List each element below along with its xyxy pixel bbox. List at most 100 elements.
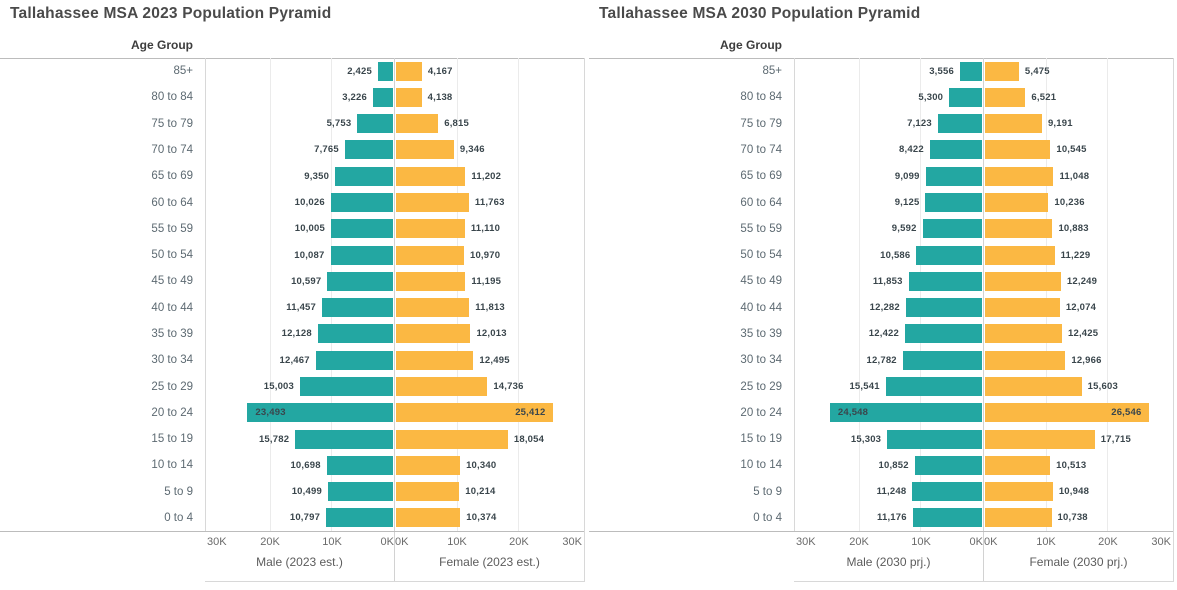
female-bar[interactable] bbox=[985, 429, 1095, 449]
male-bar[interactable] bbox=[905, 298, 982, 318]
female-bar[interactable] bbox=[396, 114, 439, 134]
male-bar[interactable] bbox=[373, 87, 393, 107]
male-bar[interactable] bbox=[322, 298, 393, 318]
male-panel: 10,597 bbox=[205, 268, 394, 295]
female-bar[interactable] bbox=[985, 114, 1042, 134]
male-bar[interactable] bbox=[327, 271, 393, 291]
female-bar[interactable] bbox=[396, 193, 469, 213]
female-bar[interactable] bbox=[396, 429, 508, 449]
male-bar[interactable] bbox=[344, 140, 393, 160]
age-group-label: 85+ bbox=[762, 65, 782, 78]
female-panel: 11,110 bbox=[395, 215, 584, 242]
pyramid-row: 40 to 44 11,457 11,813 bbox=[0, 294, 584, 321]
male-bar[interactable] bbox=[916, 245, 982, 265]
pyramid-row: 0 to 4 11,176 10,738 bbox=[589, 504, 1173, 532]
female-bar[interactable]: 25,412 bbox=[396, 403, 554, 423]
chart-title: Tallahassee MSA 2030 Population Pyramid bbox=[599, 5, 921, 22]
female-value-label: 11,229 bbox=[1060, 249, 1091, 261]
male-bar[interactable] bbox=[925, 193, 982, 213]
female-bar[interactable] bbox=[985, 324, 1062, 344]
female-bar[interactable] bbox=[985, 61, 1019, 81]
male-panel: 10,698 bbox=[205, 452, 394, 479]
female-bar[interactable] bbox=[396, 219, 465, 239]
pyramid-row: 45 to 49 10,597 11,195 bbox=[0, 268, 584, 295]
male-bar[interactable] bbox=[914, 455, 982, 475]
female-bar[interactable] bbox=[396, 350, 474, 370]
male-panel: 8,422 bbox=[794, 136, 983, 164]
male-bar[interactable] bbox=[902, 350, 982, 370]
female-bar[interactable] bbox=[985, 350, 1066, 370]
male-bar[interactable] bbox=[327, 482, 393, 502]
female-bar[interactable] bbox=[985, 298, 1060, 318]
age-group-label: 70 to 74 bbox=[151, 143, 193, 156]
male-bar[interactable] bbox=[330, 245, 393, 265]
male-bar[interactable] bbox=[315, 350, 393, 370]
female-bar[interactable] bbox=[985, 482, 1053, 502]
male-bar[interactable] bbox=[912, 508, 982, 528]
male-bar[interactable] bbox=[922, 219, 982, 239]
male-bar[interactable] bbox=[925, 166, 982, 186]
female-bar[interactable] bbox=[396, 140, 454, 160]
male-bar[interactable] bbox=[912, 482, 982, 502]
female-bar[interactable] bbox=[396, 166, 466, 186]
female-bar[interactable] bbox=[985, 508, 1052, 528]
male-bar[interactable] bbox=[326, 455, 393, 475]
male-bar[interactable] bbox=[887, 429, 982, 449]
female-bar[interactable] bbox=[985, 193, 1049, 213]
male-bar[interactable] bbox=[357, 114, 393, 134]
female-bar[interactable] bbox=[985, 377, 1082, 397]
female-value-label: 11,110 bbox=[470, 223, 501, 235]
female-bar[interactable] bbox=[396, 324, 471, 344]
pyramid-chart-2030: Tallahassee MSA 2030 Population Pyramid … bbox=[589, 0, 1177, 590]
female-bar[interactable] bbox=[985, 219, 1053, 239]
male-bar[interactable] bbox=[929, 140, 982, 160]
female-bar[interactable] bbox=[985, 245, 1055, 265]
male-bar[interactable] bbox=[317, 324, 393, 344]
pyramid-row: 60 to 64 10,026 11,763 bbox=[0, 189, 584, 216]
female-value-label: 12,966 bbox=[1071, 354, 1102, 366]
female-bar[interactable] bbox=[985, 455, 1051, 475]
female-bar[interactable] bbox=[985, 271, 1061, 291]
female-bar[interactable] bbox=[396, 455, 461, 475]
female-bar[interactable] bbox=[396, 271, 466, 291]
male-value-label: 11,853 bbox=[872, 275, 903, 287]
age-group-label: 80 to 84 bbox=[151, 91, 193, 104]
male-bar[interactable] bbox=[295, 429, 393, 449]
male-value-label: 10,586 bbox=[880, 249, 911, 261]
male-bar[interactable] bbox=[937, 114, 982, 134]
female-bar[interactable] bbox=[985, 87, 1026, 107]
female-bar[interactable] bbox=[396, 61, 422, 81]
male-bar[interactable] bbox=[331, 219, 393, 239]
male-bar[interactable] bbox=[335, 166, 393, 186]
male-bar[interactable]: 24,548 bbox=[829, 403, 982, 423]
female-bar[interactable] bbox=[396, 298, 470, 318]
male-bar[interactable] bbox=[377, 61, 393, 81]
axis-tick-label: 10K bbox=[447, 536, 467, 548]
male-bar[interactable] bbox=[885, 377, 982, 397]
male-bar[interactable] bbox=[326, 508, 393, 528]
female-bar[interactable]: 26,546 bbox=[985, 403, 1150, 423]
female-value-label: 15,603 bbox=[1087, 381, 1118, 393]
male-value-label: 23,493 bbox=[255, 407, 286, 419]
male-bar[interactable]: 23,493 bbox=[247, 403, 393, 423]
female-panel: 25,412 bbox=[395, 399, 584, 426]
male-bar[interactable] bbox=[949, 87, 982, 107]
male-bar[interactable] bbox=[300, 377, 393, 397]
male-bar[interactable] bbox=[908, 271, 982, 291]
female-bar[interactable] bbox=[396, 87, 422, 107]
age-axis-label: Age Group bbox=[720, 38, 782, 52]
age-group-label: 0 to 4 bbox=[753, 511, 782, 524]
male-bar[interactable] bbox=[330, 193, 393, 213]
female-bar[interactable] bbox=[985, 166, 1054, 186]
female-bar[interactable] bbox=[985, 140, 1051, 160]
male-bar[interactable] bbox=[959, 61, 982, 81]
female-bar[interactable] bbox=[396, 245, 464, 265]
male-value-label: 3,226 bbox=[342, 91, 368, 103]
female-bar[interactable] bbox=[396, 508, 461, 528]
female-panel: 9,346 bbox=[395, 136, 584, 164]
female-bar[interactable] bbox=[396, 377, 488, 397]
female-bar[interactable] bbox=[396, 482, 460, 502]
male-bar[interactable] bbox=[905, 324, 982, 344]
female-value-label: 10,948 bbox=[1058, 486, 1090, 498]
